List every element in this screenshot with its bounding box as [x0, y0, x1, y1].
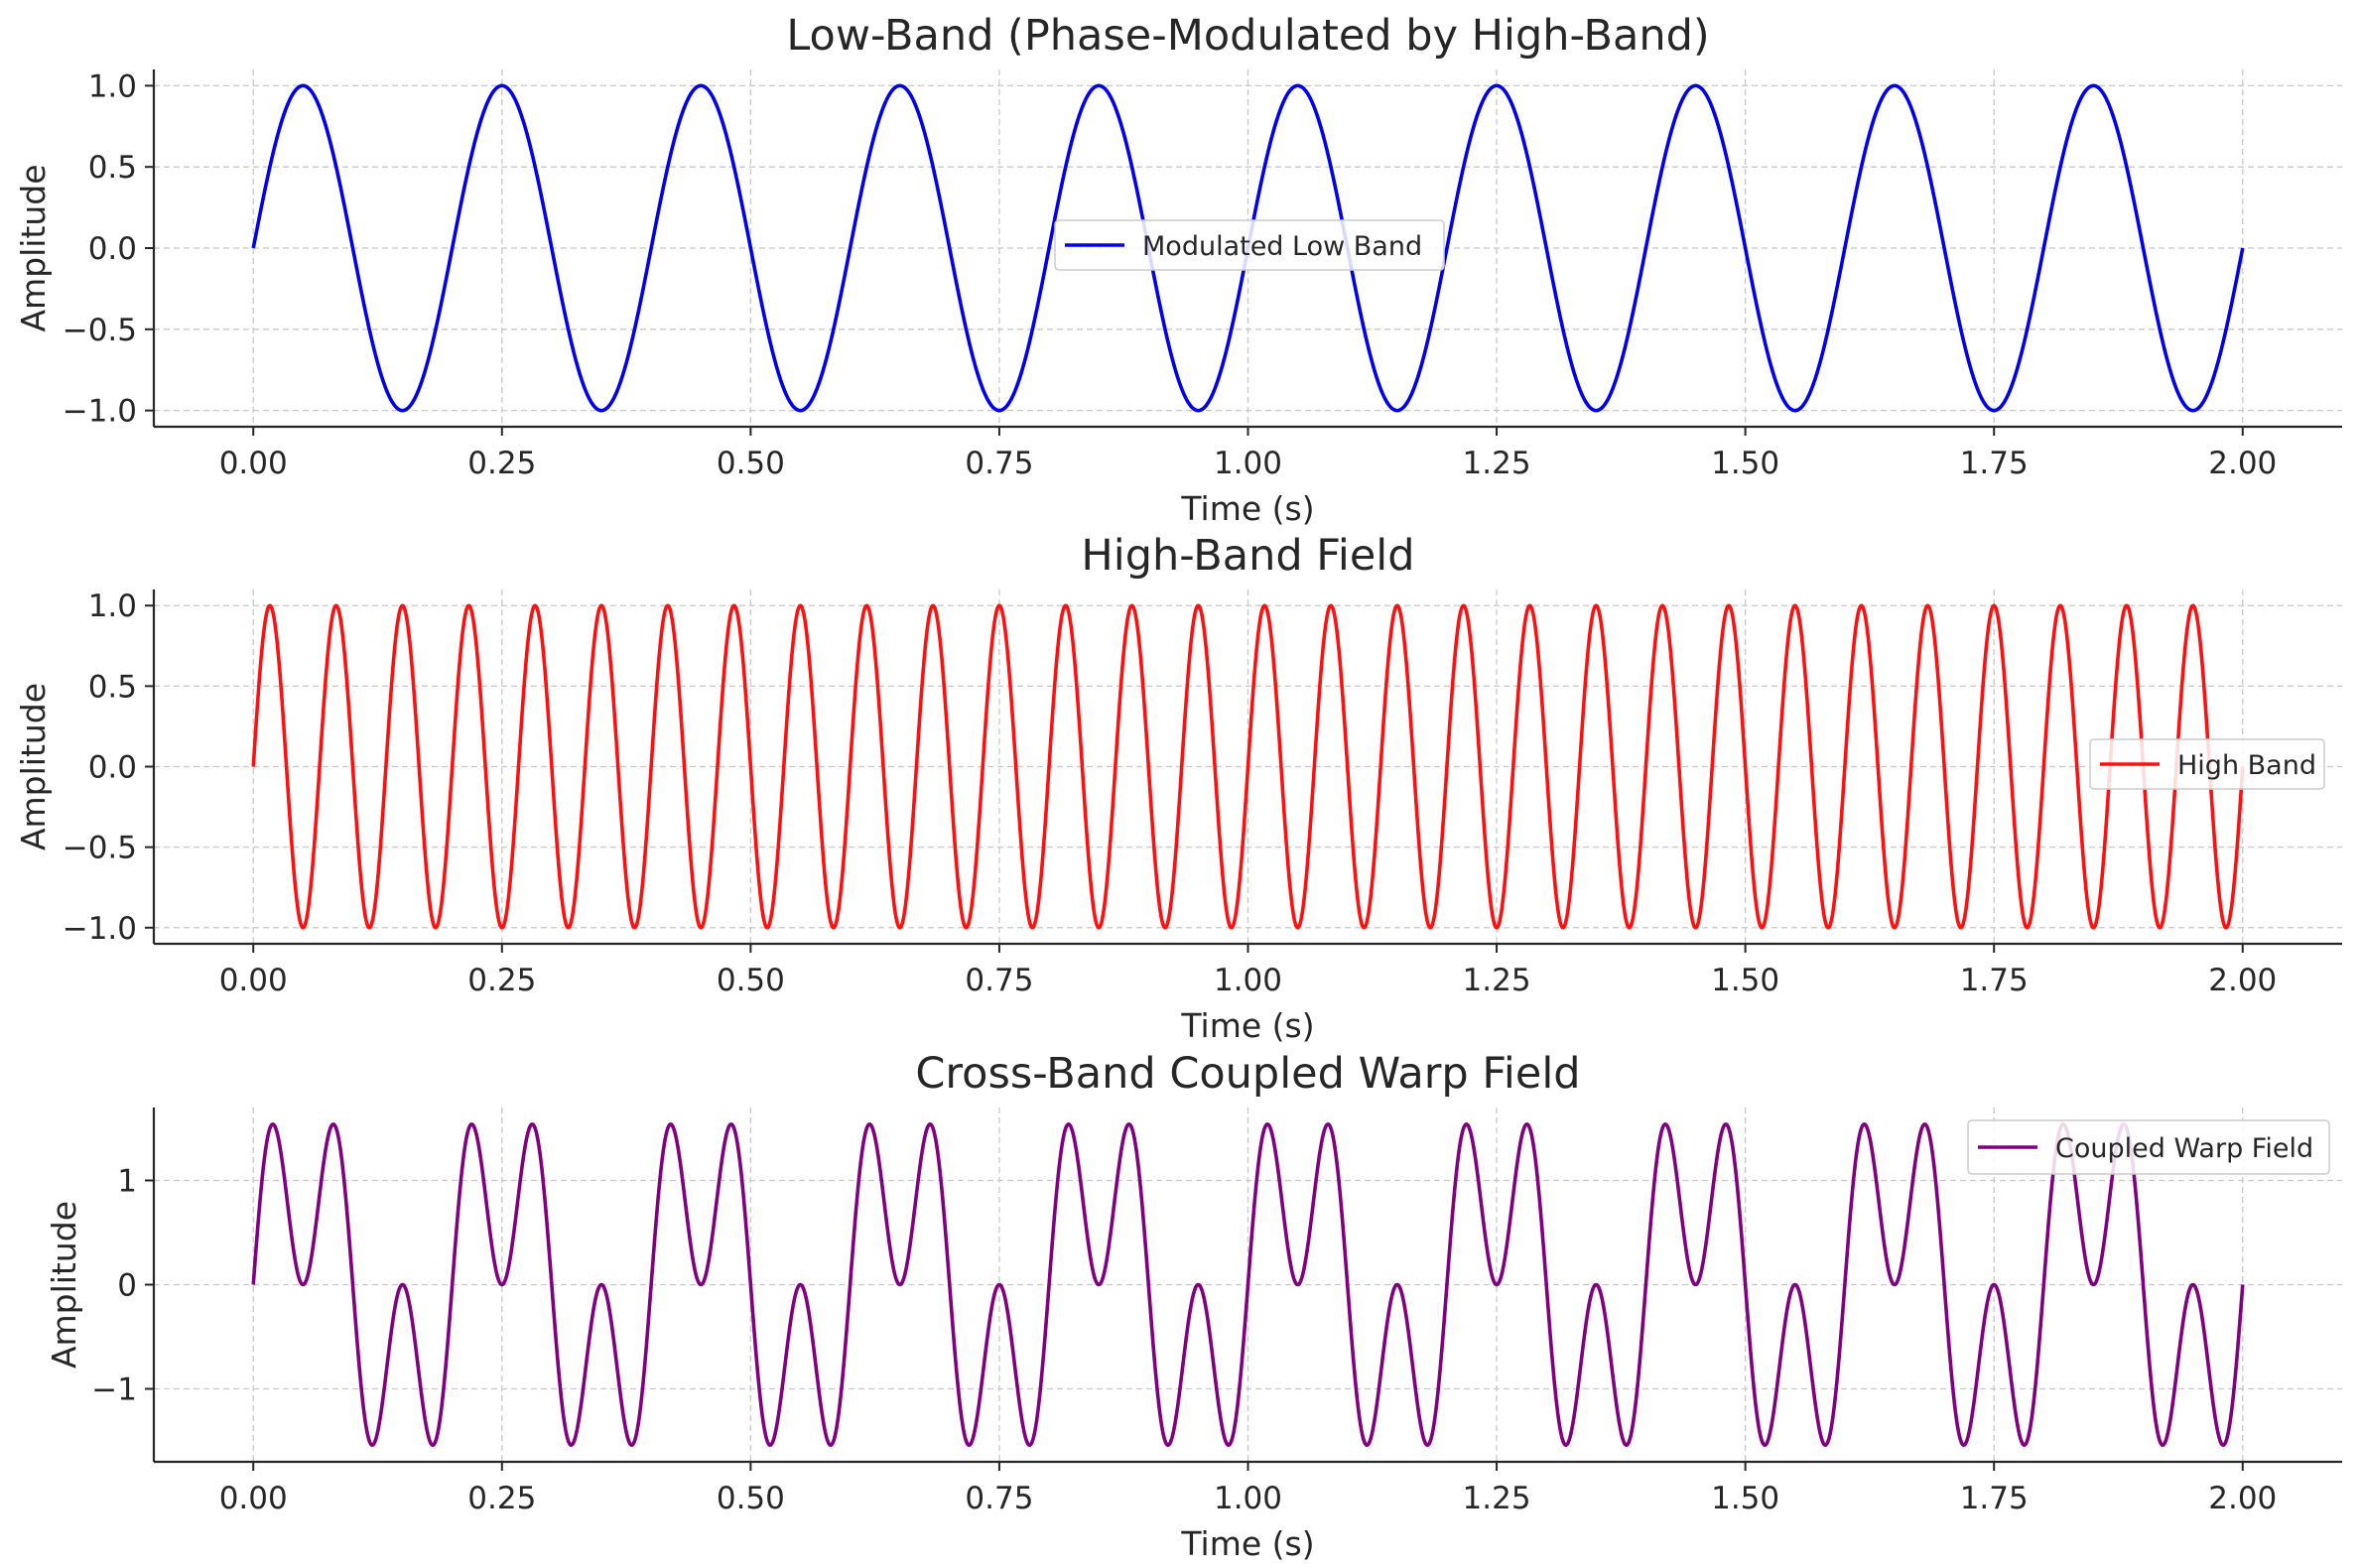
x-tick-label: 1.00 — [1214, 446, 1282, 481]
y-tick-label: 0.0 — [88, 231, 137, 267]
x-tick-label: 0.00 — [219, 1481, 288, 1516]
y-axis-label: Amplitude — [14, 683, 53, 850]
x-tick-label: 2.00 — [2208, 1481, 2277, 1516]
chart-title: High-Band Field — [1081, 531, 1414, 581]
x-tick-label: 1.50 — [1711, 446, 1779, 481]
x-tick-label: 0.25 — [467, 963, 536, 998]
legend: High Band — [2090, 739, 2324, 789]
x-tick-label: 0.75 — [965, 963, 1033, 998]
legend-label: Coupled Warp Field — [2055, 1133, 2313, 1164]
y-tick-label: 0.5 — [88, 150, 137, 186]
chart-title: Low-Band (Phase-Modulated by High-Band) — [786, 11, 1709, 61]
legend-label: High Band — [2177, 750, 2316, 781]
y-tick-label: −0.5 — [63, 831, 137, 866]
x-tick-label: 1.00 — [1214, 963, 1282, 998]
x-tick-label: 1.50 — [1711, 1481, 1779, 1516]
x-tick-label: 1.00 — [1214, 1481, 1282, 1516]
x-tick-label: 2.00 — [2208, 446, 2277, 481]
y-tick-label: −1.0 — [63, 911, 137, 947]
x-tick-label: 0.00 — [219, 963, 288, 998]
x-tick-label: 0.25 — [467, 1481, 536, 1516]
y-tick-label: −1.0 — [63, 394, 137, 430]
x-tick-label: 0.50 — [717, 963, 785, 998]
x-axis-label: Time (s) — [1180, 489, 1314, 528]
y-tick-label: 0 — [117, 1268, 137, 1304]
x-axis-label: Time (s) — [1180, 1006, 1314, 1045]
x-tick-label: 1.25 — [1463, 446, 1531, 481]
y-tick-label: 0.0 — [88, 750, 137, 786]
y-tick-label: 1 — [117, 1164, 137, 1200]
x-tick-label: 1.75 — [1960, 446, 2029, 481]
y-tick-label: −0.5 — [63, 313, 137, 348]
y-tick-label: −1 — [91, 1372, 137, 1408]
x-tick-label: 0.75 — [965, 1481, 1033, 1516]
y-tick-label: 0.5 — [88, 669, 137, 705]
x-tick-label: 0.25 — [467, 446, 536, 481]
x-tick-label: 1.75 — [1960, 1481, 2029, 1516]
x-tick-label: 0.00 — [219, 446, 288, 481]
legend: Modulated Low Band — [1055, 220, 1444, 270]
x-tick-label: 1.25 — [1463, 963, 1531, 998]
chart-title: Cross-Band Coupled Warp Field — [915, 1049, 1580, 1099]
legend: Coupled Warp Field — [1968, 1120, 2329, 1174]
x-tick-label: 1.75 — [1960, 963, 2029, 998]
y-tick-label: 1.0 — [88, 588, 137, 624]
y-tick-label: 1.0 — [88, 68, 137, 104]
x-tick-label: 0.75 — [965, 446, 1033, 481]
x-tick-label: 1.25 — [1463, 1481, 1531, 1516]
y-axis-label: Amplitude — [45, 1201, 83, 1369]
x-axis-label: Time (s) — [1180, 1524, 1314, 1563]
x-tick-label: 2.00 — [2208, 963, 2277, 998]
x-tick-label: 0.50 — [717, 1481, 785, 1516]
x-tick-label: 0.50 — [717, 446, 785, 481]
x-tick-label: 1.50 — [1711, 963, 1779, 998]
legend-label: Modulated Low Band — [1142, 231, 1422, 262]
y-axis-label: Amplitude — [14, 164, 53, 331]
